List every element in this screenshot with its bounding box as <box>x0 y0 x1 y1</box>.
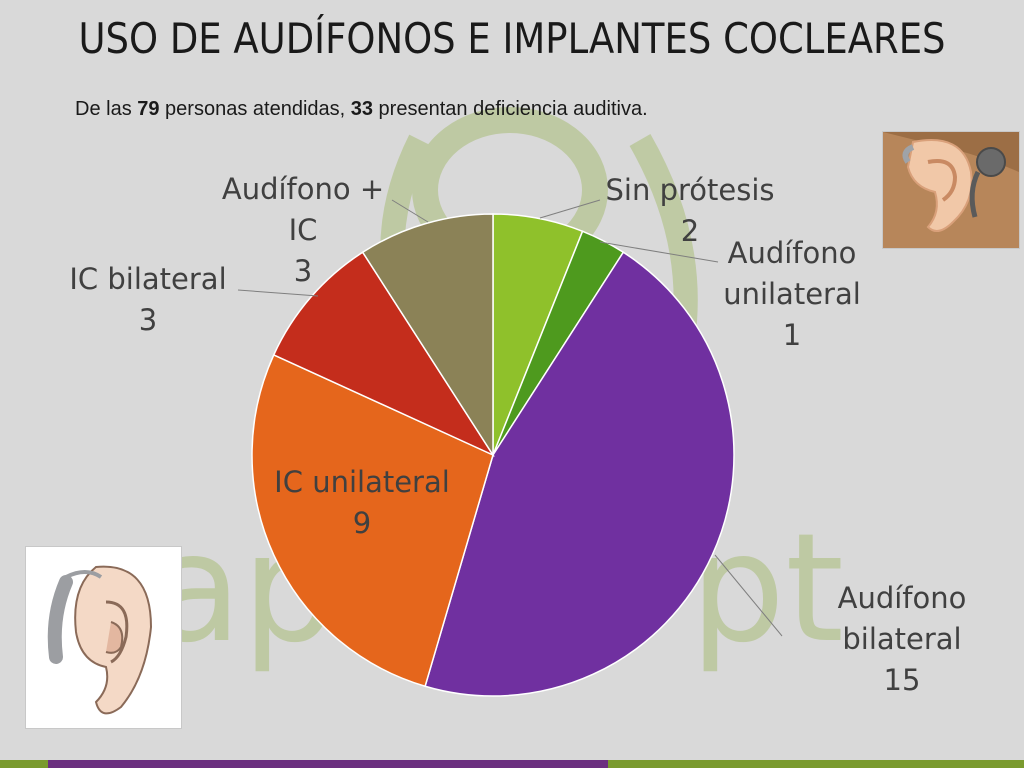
bottom-accent-bar <box>0 760 1024 768</box>
slice-data-label: Audífono + IC 3 <box>222 172 384 288</box>
bottom-bar-segment <box>608 760 1024 768</box>
leader-line <box>714 554 783 637</box>
total-persons-count: 79 <box>137 98 160 120</box>
leader-line <box>599 241 719 263</box>
bottom-bar-segment <box>0 760 48 768</box>
slide-title: USO DE AUDÍFONOS E IMPLANTES COCLEARES <box>78 14 946 63</box>
slide-subtitle: De las 79 personas atendidas, 33 present… <box>75 98 648 121</box>
pie-slice <box>361 213 494 458</box>
slice-data-label: Audífono unilateral 1 <box>723 236 861 352</box>
leader-line <box>237 289 319 297</box>
leader-line <box>391 199 429 223</box>
slice-data-label: IC bilateral 3 <box>69 262 226 337</box>
subtitle-text-2: personas atendidas, <box>159 98 351 120</box>
pie-slice <box>251 353 494 688</box>
slice-data-label: Sin prótesis 2 <box>606 173 775 248</box>
leader-line <box>539 199 601 219</box>
bottom-bar-segment <box>48 760 608 768</box>
deficiency-count: 33 <box>350 98 373 120</box>
hearing-aid-photo <box>25 546 182 729</box>
slice-data-label: Audífono bilateral 15 <box>838 581 967 697</box>
pie-slice <box>272 251 496 457</box>
subtitle-text-3: presentan deficiencia auditiva. <box>373 98 648 120</box>
pie-slice <box>424 251 735 697</box>
slice-data-label: IC unilateral 9 <box>274 465 450 540</box>
cochlear-implant-photo <box>882 131 1020 249</box>
subtitle-text-1: De las <box>75 98 138 120</box>
